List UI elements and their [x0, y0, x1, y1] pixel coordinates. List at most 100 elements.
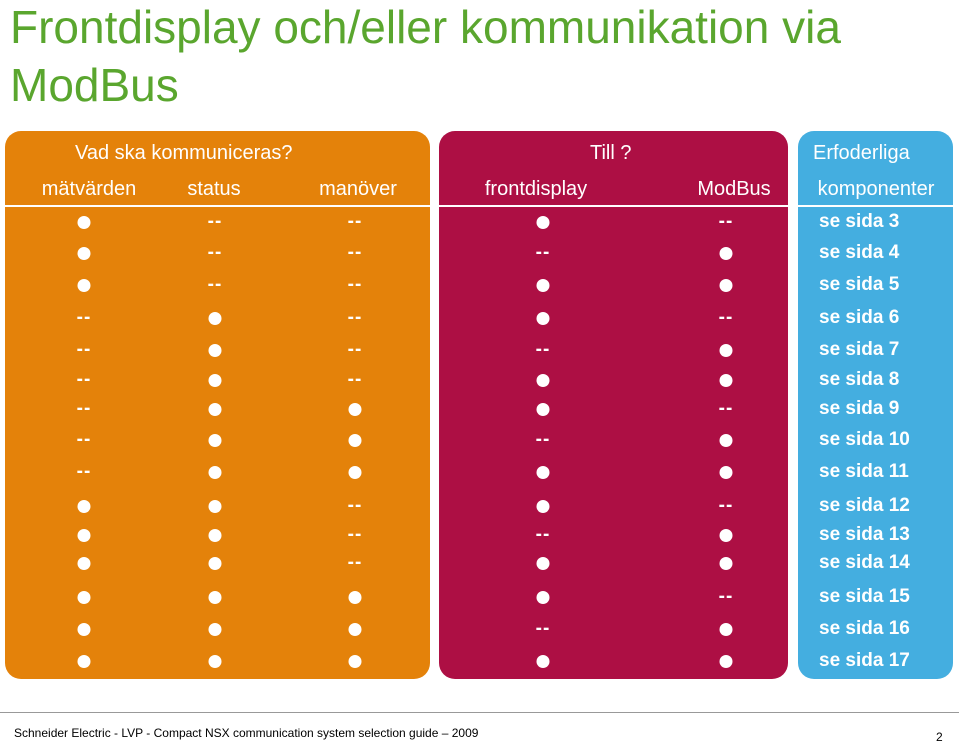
col-header-frontdisplay: frontdisplay: [484, 178, 588, 200]
cell-modbus: [719, 551, 733, 575]
bullet-icon: [348, 433, 362, 447]
bullet-icon: [77, 499, 91, 513]
bullet-icon: [348, 402, 362, 416]
cell-modbus: [719, 338, 733, 362]
dash-mark: --: [347, 274, 363, 295]
col-header-manover: manöver: [319, 178, 397, 200]
cell-modbus: [719, 460, 733, 484]
bullet-icon: [536, 278, 550, 292]
dash-mark: --: [76, 429, 92, 450]
cell-frontdisplay: [536, 397, 550, 421]
cell-matvarden: --: [77, 397, 92, 421]
dash-mark: --: [535, 524, 551, 545]
bullet-icon: [208, 654, 222, 668]
cell-status: [208, 585, 222, 609]
cell-frontdisplay: [536, 273, 550, 297]
components-panel: [798, 131, 953, 679]
page-reference: se sida 4: [819, 242, 900, 263]
cell-frontdisplay: --: [536, 617, 551, 641]
bullet-icon: [208, 373, 222, 387]
page-reference: se sida 9: [819, 398, 900, 419]
bullet-icon: [77, 622, 91, 636]
bullet-icon: [77, 590, 91, 604]
header-divider: [0, 205, 959, 207]
cell-matvarden: [77, 617, 91, 641]
cell-manover: --: [348, 338, 363, 362]
cell-modbus: [719, 523, 733, 547]
dash-mark: --: [347, 339, 363, 360]
bullet-icon: [348, 622, 362, 636]
bullet-icon: [348, 465, 362, 479]
bullet-icon: [536, 556, 550, 570]
page-reference: se sida 16: [819, 618, 910, 639]
cell-manover: --: [348, 306, 363, 330]
dash-mark: --: [535, 429, 551, 450]
bullet-icon: [77, 278, 91, 292]
cell-status: [208, 617, 222, 641]
dash-mark: --: [718, 495, 734, 516]
cell-matvarden: [77, 494, 91, 518]
cell-modbus: --: [719, 306, 734, 330]
bullet-icon: [719, 343, 733, 357]
cell-matvarden: [77, 523, 91, 547]
cell-matvarden: [77, 585, 91, 609]
dash-mark: --: [347, 242, 363, 263]
cell-frontdisplay: --: [536, 338, 551, 362]
dash-mark: --: [207, 274, 223, 295]
dash-mark: --: [76, 398, 92, 419]
cell-manover: --: [348, 494, 363, 518]
cell-frontdisplay: [536, 210, 550, 234]
cell-status: --: [208, 273, 223, 297]
cell-status: [208, 397, 222, 421]
page-title: Frontdisplay och/eller kommunikation via…: [10, 1, 841, 111]
cell-frontdisplay: [536, 649, 550, 673]
dash-mark: --: [718, 307, 734, 328]
cell-manover: --: [348, 210, 363, 234]
bullet-icon: [719, 278, 733, 292]
dash-mark: --: [207, 242, 223, 263]
dash-mark: --: [76, 369, 92, 390]
dash-mark: --: [76, 461, 92, 482]
cell-modbus: --: [719, 397, 734, 421]
to-question-header: Till ?: [590, 142, 632, 164]
bullet-icon: [77, 215, 91, 229]
cell-modbus: --: [719, 210, 734, 234]
cell-matvarden: [77, 551, 91, 575]
footer-text: Schneider Electric - LVP - Compact NSX c…: [14, 726, 479, 740]
bullet-icon: [536, 215, 550, 229]
cell-frontdisplay: [536, 494, 550, 518]
cell-modbus: [719, 368, 733, 392]
cell-status: [208, 338, 222, 362]
bullet-icon: [208, 556, 222, 570]
cell-matvarden: --: [77, 460, 92, 484]
cell-manover: [348, 649, 362, 673]
bullet-icon: [719, 246, 733, 260]
required-header: Erfoderliga: [813, 142, 910, 164]
cell-manover: --: [348, 273, 363, 297]
cell-manover: [348, 585, 362, 609]
bullet-icon: [208, 499, 222, 513]
bullet-icon: [208, 433, 222, 447]
bullet-icon: [208, 465, 222, 479]
bullet-icon: [536, 373, 550, 387]
cell-matvarden: [77, 649, 91, 673]
dash-mark: --: [347, 524, 363, 545]
bullet-icon: [77, 246, 91, 260]
dash-mark: --: [535, 242, 551, 263]
page-reference: se sida 11: [819, 461, 909, 482]
cell-manover: [348, 617, 362, 641]
cell-status: [208, 306, 222, 330]
page-reference: se sida 10: [819, 429, 910, 450]
cell-status: [208, 523, 222, 547]
cell-modbus: [719, 241, 733, 265]
bullet-icon: [719, 433, 733, 447]
bullet-icon: [208, 343, 222, 357]
page-reference: se sida 13: [819, 524, 910, 545]
page-reference: se sida 3: [819, 211, 900, 232]
footer-divider: [0, 712, 959, 713]
cell-status: --: [208, 210, 223, 234]
cell-modbus: [719, 617, 733, 641]
cell-manover: --: [348, 241, 363, 265]
cell-matvarden: --: [77, 306, 92, 330]
cell-modbus: [719, 649, 733, 673]
